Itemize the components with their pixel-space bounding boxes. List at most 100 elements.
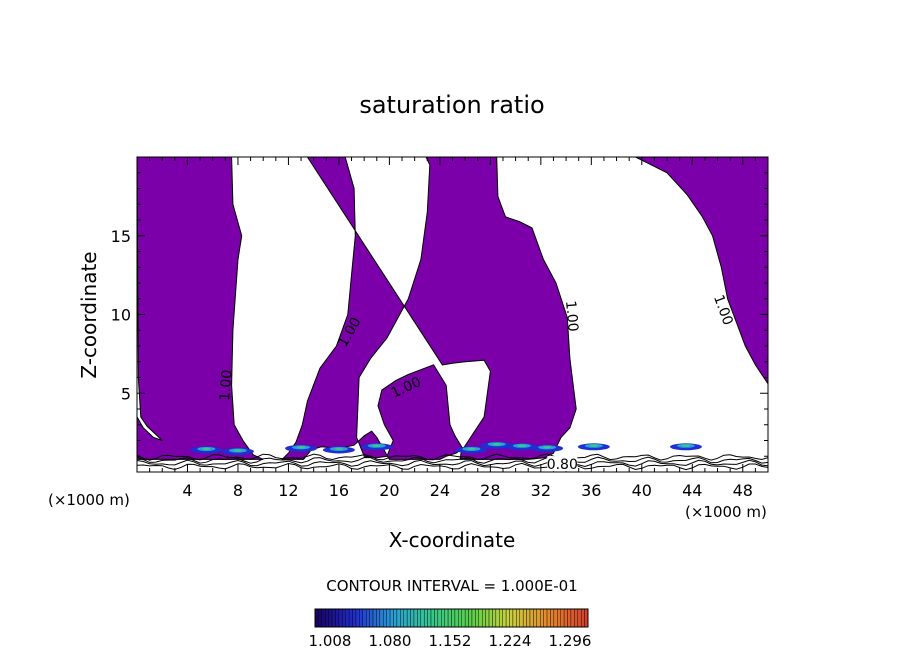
region-above-1-1 bbox=[280, 156, 577, 460]
colorbar-cell-5 bbox=[331, 608, 336, 628]
colorbar-cell-10 bbox=[348, 608, 353, 628]
colorbar-cell-22 bbox=[389, 608, 394, 628]
colorbar-cell-29 bbox=[413, 608, 418, 628]
colorbar-cell-55 bbox=[502, 608, 507, 628]
colorbar-cell-64 bbox=[533, 608, 538, 628]
colorbar-cell-1 bbox=[318, 608, 323, 628]
colorbar-cell-75 bbox=[570, 608, 575, 628]
region-above-1-0 bbox=[136, 156, 264, 460]
colorbar-cell-37 bbox=[441, 608, 445, 628]
colorbar-cell-16 bbox=[369, 608, 374, 628]
surface-contour-3 bbox=[136, 453, 769, 461]
contour-interval-text: CONTOUR INTERVAL = 1.000E-01 bbox=[326, 577, 577, 595]
x-axis-label: X-coordinate bbox=[389, 528, 516, 552]
surface-contour-1 bbox=[136, 459, 769, 468]
colorbar-frame bbox=[314, 608, 589, 628]
moist-blob-peak-1 bbox=[233, 449, 242, 452]
x-tick-label-32: 32 bbox=[531, 481, 551, 500]
colorbar-cell-69 bbox=[550, 608, 555, 628]
x-units-left: (×1000 m) bbox=[48, 491, 130, 509]
x-units-right: (×1000 m) bbox=[685, 503, 767, 521]
x-tick-label-40: 40 bbox=[632, 481, 652, 500]
colorbar-cell-56 bbox=[505, 608, 510, 628]
colorbar-cell-6 bbox=[335, 608, 340, 628]
colorbar-cell-51 bbox=[488, 608, 493, 628]
colorbar-cell-67 bbox=[543, 608, 548, 628]
colorbar-cell-20 bbox=[383, 608, 387, 628]
x-tick-label-28: 28 bbox=[480, 481, 500, 500]
colorbar-cell-28 bbox=[410, 608, 415, 628]
colorbar-cell-72 bbox=[560, 608, 565, 628]
moist-blob-peak-7 bbox=[517, 444, 526, 447]
colorbar-cell-27 bbox=[406, 608, 411, 628]
colorbar-cell-57 bbox=[509, 608, 514, 628]
x-tick-label-24: 24 bbox=[430, 481, 450, 500]
moist-blob-peak-0 bbox=[202, 447, 211, 451]
colorbar-cell-44 bbox=[464, 608, 469, 628]
x-tick-label-16: 16 bbox=[329, 481, 349, 500]
colorbar-cell-31 bbox=[420, 608, 425, 628]
colorbar-cell-2 bbox=[321, 608, 326, 628]
colorbar-cell-63 bbox=[529, 608, 534, 628]
colorbar-label-0: 1.008 bbox=[309, 632, 352, 650]
colorbar-cell-4 bbox=[328, 608, 333, 628]
colorbar-cell-39 bbox=[447, 608, 452, 628]
region-above-1-2 bbox=[635, 156, 769, 386]
colorbar-cell-62 bbox=[526, 608, 531, 628]
contour-label-0: 1.00 bbox=[217, 369, 236, 401]
contour-fills bbox=[136, 156, 769, 460]
colorbar-cell-50 bbox=[485, 608, 490, 628]
colorbar-cell-7 bbox=[338, 608, 343, 628]
colorbar-cell-41 bbox=[454, 608, 459, 628]
colorbar-cell-24 bbox=[396, 608, 401, 628]
moist-blob-peak-4 bbox=[372, 444, 381, 447]
surface-contour-2 bbox=[136, 456, 769, 464]
colorbar-cell-70 bbox=[553, 608, 558, 628]
colorbar-cell-38 bbox=[444, 608, 449, 628]
colorbar-cell-45 bbox=[468, 608, 473, 628]
colorbar-label-2: 1.152 bbox=[429, 632, 472, 650]
colorbar-cell-71 bbox=[557, 608, 561, 628]
x-tick-label-48: 48 bbox=[733, 481, 753, 500]
colorbar-label-3: 1.224 bbox=[489, 632, 532, 650]
colorbar-cell-30 bbox=[417, 608, 421, 628]
moist-blob-peak-8 bbox=[543, 446, 552, 449]
colorbar-cell-74 bbox=[567, 608, 572, 628]
colorbar-cell-48 bbox=[478, 608, 483, 628]
x-tick-label-4: 4 bbox=[182, 481, 192, 500]
colorbar-cell-68 bbox=[546, 608, 551, 628]
colorbar-cell-14 bbox=[362, 608, 367, 628]
colorbar-cell-40 bbox=[451, 608, 456, 628]
colorbar-cell-9 bbox=[345, 608, 350, 628]
colorbar bbox=[314, 608, 589, 628]
colorbar-cell-32 bbox=[424, 608, 428, 628]
x-axis: 4 8 12 16 20 24 28 32 36 40 44 48 bbox=[149, 157, 756, 500]
colorbar-cell-17 bbox=[372, 608, 377, 628]
contour-label-5: 0.80 bbox=[547, 457, 578, 473]
contour-label-bg-5 bbox=[547, 456, 578, 472]
colorbar-cell-54 bbox=[499, 608, 503, 628]
chart-title: saturation ratio bbox=[359, 91, 544, 119]
colorbar-cell-47 bbox=[475, 608, 480, 628]
colorbar-cell-66 bbox=[540, 608, 544, 628]
colorbar-cell-33 bbox=[427, 608, 432, 628]
colorbar-labels: 1.008 1.080 1.152 1.224 1.296 bbox=[309, 632, 592, 650]
colorbar-cell-61 bbox=[522, 608, 527, 628]
colorbar-cell-13 bbox=[359, 608, 363, 628]
x-tick-label-36: 36 bbox=[581, 481, 601, 500]
colorbar-cell-79 bbox=[584, 608, 589, 628]
colorbar-cell-36 bbox=[437, 608, 442, 628]
colorbar-label-1: 1.080 bbox=[369, 632, 412, 650]
colorbar-cell-11 bbox=[352, 608, 357, 628]
colorbar-cell-76 bbox=[574, 608, 578, 628]
x-tick-label-12: 12 bbox=[278, 481, 298, 500]
moist-blob-peak-9 bbox=[589, 444, 598, 447]
colorbar-cell-26 bbox=[403, 608, 408, 628]
colorbar-cell-42 bbox=[458, 608, 462, 628]
moist-blob-peak-2 bbox=[297, 446, 306, 449]
x-tick-label-8: 8 bbox=[233, 481, 243, 500]
colorbar-cell-65 bbox=[536, 608, 541, 628]
colorbar-cell-43 bbox=[461, 608, 466, 628]
y-axis: 5 10 15 bbox=[111, 172, 768, 457]
